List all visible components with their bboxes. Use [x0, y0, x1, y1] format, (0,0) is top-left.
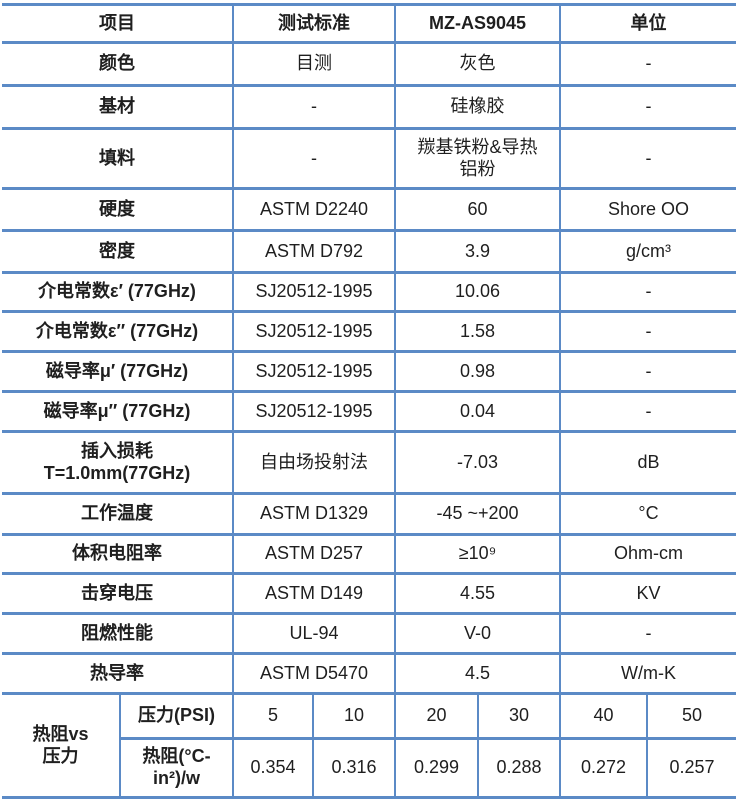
cell-item: 插入损耗 T=1.0mm(77GHz) — [2, 430, 234, 495]
column-header-standard: 测试标准 — [232, 3, 396, 44]
cell-unit: - — [559, 41, 736, 87]
column-header-unit: 单位 — [559, 3, 736, 44]
cell-item: 基材 — [2, 84, 234, 130]
cell-pressure-value: 50 — [646, 692, 736, 740]
cell-standard: ASTM D1329 — [232, 492, 396, 536]
cell-value: 4.5 — [394, 652, 561, 695]
column-header-product: MZ-AS9045 — [394, 3, 561, 44]
cell-unit: g/cm³ — [559, 229, 736, 274]
cell-item: 工作温度 — [2, 492, 234, 536]
cell-pressure-value: 20 — [394, 692, 479, 740]
cell-unit: KV — [559, 572, 736, 615]
cell-value: 4.55 — [394, 572, 561, 615]
table-row: 颜色 目测 灰色 - — [2, 41, 736, 87]
cell-standard: SJ20512-1995 — [232, 390, 396, 433]
table-row: 阻燃性能 UL-94 V-0 - — [2, 612, 736, 655]
cell-value: 0.04 — [394, 390, 561, 433]
cell-standard: SJ20512-1995 — [232, 310, 396, 353]
cell-value: 硅橡胶 — [394, 84, 561, 130]
table-row: 填料 - 羰基铁粉&导热 铝粉 - — [2, 127, 736, 190]
cell-value: 灰色 — [394, 41, 561, 87]
cell-item: 硬度 — [2, 187, 234, 232]
cell-standard: ASTM D5470 — [232, 652, 396, 695]
cell-value: -45 ~+200 — [394, 492, 561, 536]
cell-unit: Ohm-cm — [559, 533, 736, 575]
cell-unit: - — [559, 127, 736, 190]
cell-pressure-value: 30 — [477, 692, 561, 740]
column-header-item: 项目 — [2, 3, 234, 44]
cell-item: 颜色 — [2, 41, 234, 87]
cell-unit: - — [559, 271, 736, 313]
cell-value: 羰基铁粉&导热 铝粉 — [394, 127, 561, 190]
cell-pressure-label: 压力(PSI) — [119, 692, 234, 740]
cell-resistance-value: 0.354 — [232, 737, 314, 799]
cell-value: ≥10⁹ — [394, 533, 561, 575]
cell-standard: UL-94 — [232, 612, 396, 655]
cell-unit: °C — [559, 492, 736, 536]
cell-resistance-value: 0.316 — [312, 737, 396, 799]
cell-item: 体积电阻率 — [2, 533, 234, 575]
cell-standard: ASTM D2240 — [232, 187, 396, 232]
cell-standard: SJ20512-1995 — [232, 350, 396, 393]
cell-value: 1.58 — [394, 310, 561, 353]
cell-unit: - — [559, 310, 736, 353]
table-row: 热导率 ASTM D5470 4.5 W/m-K — [2, 652, 736, 695]
cell-pressure-value: 10 — [312, 692, 396, 740]
cell-item: 阻燃性能 — [2, 612, 234, 655]
cell-resistance-label: 热阻(°C- in²)/w — [120, 737, 234, 799]
cell-standard: ASTM D149 — [232, 572, 396, 615]
table-row: 基材 - 硅橡胶 - — [2, 84, 736, 130]
table-row: 插入损耗 T=1.0mm(77GHz) 自由场投射法 -7.03 dB — [2, 430, 736, 495]
table-row: 工作温度 ASTM D1329 -45 ~+200 °C — [2, 492, 736, 536]
cell-pressure-value: 40 — [559, 692, 648, 740]
cell-resistance-value: 0.288 — [477, 737, 561, 799]
header-row: 项目 测试标准 MZ-AS9045 单位 — [2, 3, 736, 44]
cell-standard: 自由场投射法 — [232, 430, 396, 495]
cell-unit: Shore OO — [559, 187, 736, 232]
cell-standard: - — [232, 84, 396, 130]
table-row: 磁导率μ″ (77GHz) SJ20512-1995 0.04 - — [2, 390, 736, 433]
cell-value: 0.98 — [394, 350, 561, 393]
cell-value: 10.06 — [394, 271, 561, 313]
cell-pressure-value: 5 — [232, 692, 314, 740]
spec-table: 项目 测试标准 MZ-AS9045 单位 颜色 目测 灰色 - 基材 - 硅橡胶… — [2, 3, 736, 799]
cell-resistance-value: 0.299 — [394, 737, 479, 799]
table-row: 密度 ASTM D792 3.9 g/cm³ — [2, 229, 736, 274]
cell-resistance-value: 0.257 — [646, 737, 736, 799]
table-row: 硬度 ASTM D2240 60 Shore OO — [2, 187, 736, 232]
cell-unit: - — [559, 612, 736, 655]
cell-standard: ASTM D257 — [232, 533, 396, 575]
cell-item: 密度 — [2, 229, 234, 274]
cell-standard: ASTM D792 — [232, 229, 396, 274]
cell-item: 磁导率μ′ (77GHz) — [2, 350, 234, 393]
cell-value: -7.03 — [394, 430, 561, 495]
cell-item: 热导率 — [2, 652, 234, 695]
cell-unit: - — [559, 350, 736, 393]
cell-item: 磁导率μ″ (77GHz) — [2, 390, 234, 433]
resistance-row: 热阻(°C- in²)/w 0.354 0.316 0.299 0.288 0.… — [2, 737, 736, 799]
cell-resistance-value: 0.272 — [559, 737, 648, 799]
cell-standard: - — [232, 127, 396, 190]
cell-row-label: 热阻vs 压力 — [2, 692, 121, 799]
cell-unit: W/m-K — [559, 652, 736, 695]
cell-value: V-0 — [394, 612, 561, 655]
cell-item: 击穿电压 — [2, 572, 234, 615]
cell-item: 填料 — [2, 127, 234, 190]
cell-unit: - — [559, 84, 736, 130]
cell-standard: SJ20512-1995 — [232, 271, 396, 313]
table-row: 介电常数ε″ (77GHz) SJ20512-1995 1.58 - — [2, 310, 736, 353]
cell-value: 60 — [394, 187, 561, 232]
cell-item: 介电常数ε″ (77GHz) — [2, 310, 234, 353]
pressure-row: 热阻vs 压力 压力(PSI) 5 10 20 30 40 50 — [2, 692, 736, 799]
cell-standard: 目测 — [232, 41, 396, 87]
cell-unit: dB — [559, 430, 736, 495]
table-row: 击穿电压 ASTM D149 4.55 KV — [2, 572, 736, 615]
table-row: 体积电阻率 ASTM D257 ≥10⁹ Ohm-cm — [2, 533, 736, 575]
cell-item: 介电常数ε′ (77GHz) — [2, 271, 234, 313]
cell-unit: - — [559, 390, 736, 433]
table-row: 介电常数ε′ (77GHz) SJ20512-1995 10.06 - — [2, 271, 736, 313]
table-row: 磁导率μ′ (77GHz) SJ20512-1995 0.98 - — [2, 350, 736, 393]
cell-value: 3.9 — [394, 229, 561, 274]
